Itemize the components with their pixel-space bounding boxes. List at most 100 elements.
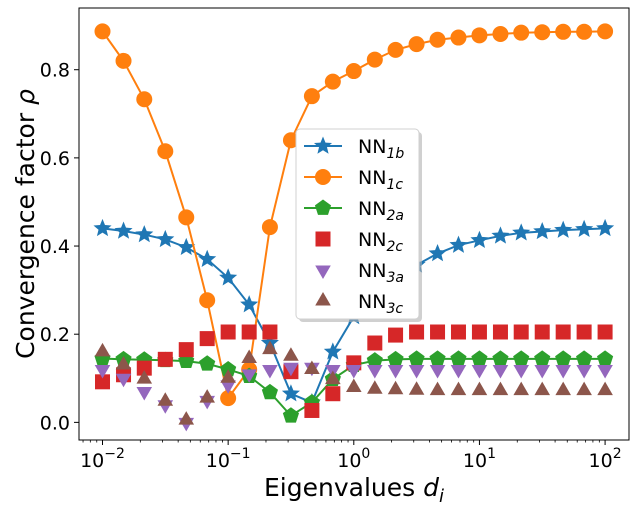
series-1c-point bbox=[597, 23, 614, 40]
series-2c-point bbox=[555, 324, 571, 340]
series-2c-point bbox=[262, 324, 278, 340]
series-1b-point bbox=[470, 230, 489, 248]
legend-label: NN3c bbox=[358, 291, 403, 317]
y-axis-label: Convergence factor ρ bbox=[11, 89, 40, 359]
series-2c-point bbox=[597, 324, 613, 340]
series-3a-point bbox=[283, 362, 299, 377]
series-1c-point bbox=[324, 73, 341, 90]
series-3c-point bbox=[136, 370, 153, 384]
series-3a-point bbox=[450, 364, 467, 379]
series-3c-point bbox=[199, 389, 215, 403]
series-3a-point bbox=[220, 380, 236, 394]
series-3c-point bbox=[387, 380, 404, 395]
series-1c-point bbox=[178, 209, 195, 226]
series-1c-point bbox=[534, 24, 551, 41]
series-1b-point bbox=[219, 268, 238, 286]
axis-ticks: 10−2 10−1 100 101 102 0.0 0.2 0.4 0.6 0.8 bbox=[40, 60, 622, 472]
series-2c-point bbox=[430, 324, 446, 340]
series-1b-point bbox=[533, 221, 552, 240]
series-1b-point bbox=[93, 218, 112, 237]
y-tick-label: 0.6 bbox=[40, 148, 70, 170]
series-2c-point bbox=[513, 324, 529, 340]
series-2a-point bbox=[471, 350, 488, 366]
legend-item: NN2c bbox=[315, 229, 403, 255]
series-3c-point bbox=[450, 381, 467, 396]
series-1c-point bbox=[492, 26, 509, 43]
series-1c-point bbox=[429, 31, 446, 48]
series-3c-point bbox=[220, 369, 236, 383]
series-3c-point bbox=[429, 381, 446, 396]
series-2c-point bbox=[157, 351, 173, 367]
series-3a-point bbox=[241, 369, 257, 383]
series-1b-point bbox=[156, 229, 175, 248]
series-2a-point bbox=[576, 350, 593, 366]
series-2c-point bbox=[388, 327, 404, 343]
series-3c-point bbox=[576, 381, 592, 396]
chart-marks bbox=[93, 23, 615, 432]
series-2c-point bbox=[220, 324, 236, 340]
legend-marker bbox=[314, 199, 332, 215]
series-3c-point bbox=[325, 370, 341, 385]
series-3c-point bbox=[115, 356, 132, 370]
series-3c-point bbox=[304, 360, 320, 374]
y-tick-label: 0.8 bbox=[40, 60, 70, 82]
series-2a-point bbox=[555, 350, 572, 366]
series-3a-point bbox=[94, 364, 111, 379]
series-3a bbox=[94, 362, 613, 432]
series-3c-point bbox=[471, 381, 488, 396]
x-tick-label: 10−1 bbox=[206, 446, 251, 472]
series-1b-point bbox=[177, 237, 196, 256]
series-3c-point bbox=[262, 340, 278, 355]
series-3c-point bbox=[178, 411, 195, 425]
legend-item: NN3a bbox=[315, 260, 404, 286]
series-3a-point bbox=[262, 364, 278, 379]
series-1b-point bbox=[512, 223, 531, 241]
series-1b-point bbox=[449, 235, 468, 253]
series-2a-point bbox=[261, 383, 278, 400]
series-1b-point bbox=[114, 221, 133, 239]
legend-marker bbox=[315, 292, 331, 306]
series-2c-point bbox=[409, 324, 425, 340]
series-1c-point bbox=[157, 143, 174, 160]
series-1b-point bbox=[428, 244, 447, 262]
series-3a-point bbox=[387, 364, 404, 379]
legend-item: NN1b bbox=[304, 136, 404, 162]
series-3c-point bbox=[555, 381, 571, 396]
series-1c-point bbox=[408, 36, 425, 53]
series-3c-point bbox=[408, 381, 425, 395]
series-3c-point bbox=[597, 381, 613, 396]
series-2c-point bbox=[95, 374, 111, 390]
series-1c-point bbox=[366, 51, 383, 68]
series-3c-point bbox=[492, 381, 509, 396]
series-3a-point bbox=[513, 364, 529, 379]
series-1b-point bbox=[575, 219, 594, 237]
series-3c-point bbox=[534, 381, 551, 396]
series-3a-point bbox=[367, 364, 383, 379]
y-tick-label: 0.0 bbox=[40, 412, 70, 434]
series-1b-point bbox=[198, 249, 217, 267]
legend-marker bbox=[313, 136, 333, 154]
series-1b-point bbox=[554, 220, 573, 238]
series-3c-point bbox=[367, 380, 383, 394]
series-2c-point bbox=[367, 335, 383, 351]
series-1b-point bbox=[596, 218, 615, 237]
legend-item: NN2a bbox=[304, 198, 404, 224]
series-2c bbox=[95, 324, 613, 418]
legend-label: NN1c bbox=[358, 167, 403, 193]
series-3a-point bbox=[597, 364, 613, 379]
series-3a-point bbox=[136, 387, 153, 401]
series-1c bbox=[94, 23, 614, 407]
series-2a-point bbox=[450, 350, 467, 366]
series-2c-point bbox=[199, 331, 215, 347]
series-1c-point bbox=[282, 132, 299, 149]
series-3c-point bbox=[283, 347, 299, 361]
series-1b-point bbox=[135, 225, 154, 243]
series-2a-point bbox=[492, 350, 509, 366]
series-2c-point bbox=[241, 324, 257, 340]
series-1b-point bbox=[491, 226, 510, 244]
series-1c-point bbox=[94, 23, 111, 40]
series-2a-point bbox=[366, 352, 383, 368]
series-2c-point bbox=[576, 324, 592, 340]
x-axis-label: Eigenvalues di bbox=[264, 473, 444, 507]
